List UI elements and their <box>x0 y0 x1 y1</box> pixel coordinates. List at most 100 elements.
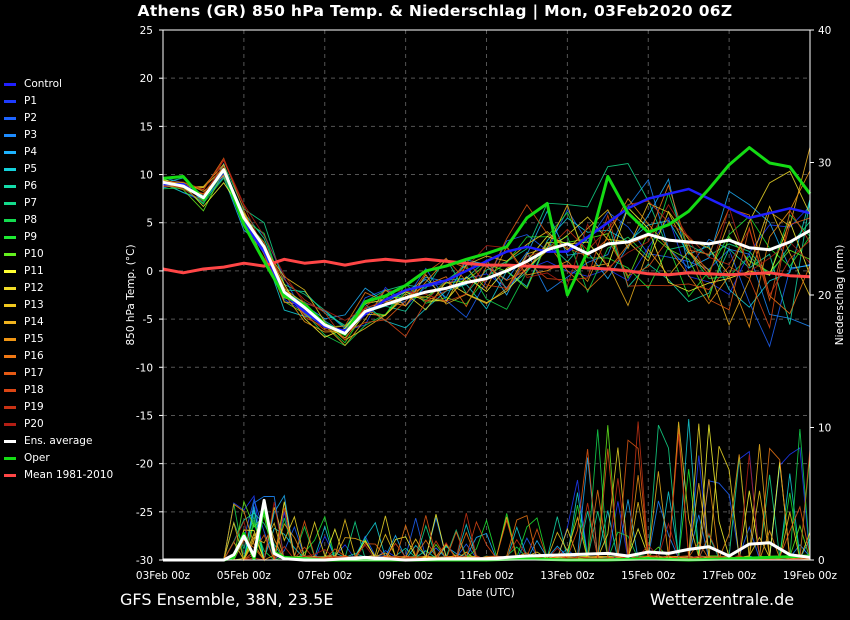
legend-item: P11 <box>4 263 113 280</box>
y-tick-label: -10 <box>136 362 153 374</box>
legend-label: P14 <box>24 316 44 328</box>
y2-tick-label: 0 <box>818 555 825 567</box>
legend-swatch <box>4 457 16 460</box>
legend-label: P8 <box>24 214 38 226</box>
legend-item: P14 <box>4 314 113 331</box>
legend-swatch <box>4 83 16 86</box>
model-info: GFS Ensemble, 38N, 23.5E <box>120 590 334 609</box>
legend-item: P5 <box>4 161 113 178</box>
y2-axis-label: Niederschlag (mm) <box>834 245 846 346</box>
y-tick-label: -15 <box>136 410 153 422</box>
legend-swatch <box>4 185 16 188</box>
legend-swatch <box>4 372 16 375</box>
x-tick-label: 17Feb 00z <box>702 570 757 582</box>
legend-label: P18 <box>24 384 44 396</box>
legend-item: P19 <box>4 399 113 416</box>
y2-tick-label: 20 <box>818 290 831 302</box>
legend-item: P7 <box>4 195 113 212</box>
y-tick-label: 20 <box>140 73 153 85</box>
legend-item: P8 <box>4 212 113 229</box>
legend-item: P6 <box>4 178 113 195</box>
x-tick-label: 15Feb 00z <box>621 570 676 582</box>
legend-item: P1 <box>4 93 113 110</box>
y-tick-label: -5 <box>143 314 153 326</box>
legend-swatch <box>4 304 16 307</box>
legend-swatch <box>4 440 16 443</box>
legend-swatch <box>4 287 16 290</box>
tick-labels: 03Feb 00z 05Feb 00z 07Feb 00z 09Feb 00z 11Fe… <box>136 25 838 582</box>
y2-tick-label: 40 <box>818 25 831 37</box>
y-tick-label: -25 <box>136 507 153 519</box>
legend-label: P6 <box>24 180 38 192</box>
y2-tick-label: 10 <box>818 423 831 435</box>
legend-swatch <box>4 321 16 324</box>
y-tick-label: -20 <box>136 459 153 471</box>
legend-item: P10 <box>4 246 113 263</box>
member-temp-line <box>162 163 811 328</box>
legend-label: Oper <box>24 452 50 464</box>
legend-swatch <box>4 406 16 409</box>
legend-label: P5 <box>24 163 38 175</box>
x-tick-label: 19Feb 00z <box>783 570 838 582</box>
legend-swatch <box>4 202 16 205</box>
legend-label: P17 <box>24 367 44 379</box>
source-credit: Wetterzentrale.de <box>650 590 795 609</box>
legend-label: P13 <box>24 299 44 311</box>
member-temp-line <box>162 165 811 338</box>
y-tick-label: 25 <box>140 25 153 37</box>
x-tick-label: 09Feb 00z <box>379 570 434 582</box>
ens-average-line <box>162 168 811 335</box>
x-tick-label: 13Feb 00z <box>540 570 595 582</box>
legend-label: P15 <box>24 333 44 345</box>
legend-label: P2 <box>24 112 38 124</box>
x-tick-label: 05Feb 00z <box>217 570 272 582</box>
legend-item: P20 <box>4 416 113 433</box>
legend-swatch <box>4 389 16 392</box>
member-temp-line <box>162 157 811 321</box>
legend-item: Mean 1981-2010 <box>4 467 113 484</box>
y-tick-label: 5 <box>146 218 153 230</box>
legend-label: P19 <box>24 401 44 413</box>
legend-label: P4 <box>24 146 38 158</box>
legend-swatch <box>4 474 16 477</box>
legend-item: P9 <box>4 229 113 246</box>
legend-swatch <box>4 100 16 103</box>
member-temp-line <box>162 170 811 331</box>
legend-label: P3 <box>24 129 38 141</box>
legend-item: P2 <box>4 110 113 127</box>
legend-label: Mean 1981-2010 <box>24 469 114 481</box>
legend-swatch <box>4 355 16 358</box>
legend-item: P17 <box>4 365 113 382</box>
legend-item: P4 <box>4 144 113 161</box>
legend-item: P13 <box>4 297 113 314</box>
legend-label: P10 <box>24 248 44 260</box>
y-tick-label: 0 <box>146 266 153 278</box>
legend-item: P12 <box>4 280 113 297</box>
legend-item: P18 <box>4 382 113 399</box>
legend-swatch <box>4 151 16 154</box>
y-tick-label: 15 <box>140 121 153 133</box>
x-axis-label: Date (UTC) <box>457 587 514 599</box>
x-tick-label: 07Feb 00z <box>298 570 353 582</box>
legend-label: P20 <box>24 418 44 430</box>
legend-swatch <box>4 219 16 222</box>
legend-swatch <box>4 270 16 273</box>
legend-label: Ens. average <box>24 435 93 447</box>
y-tick-label: -30 <box>136 555 153 567</box>
legend-label: P9 <box>24 231 38 243</box>
legend-label: P16 <box>24 350 44 362</box>
legend-swatch <box>4 117 16 120</box>
legend-label: P1 <box>24 95 38 107</box>
legend-label: P12 <box>24 282 44 294</box>
legend-swatch <box>4 236 16 239</box>
legend-label: P7 <box>24 197 38 209</box>
x-tick-label: 03Feb 00z <box>136 570 191 582</box>
y-tick-label: 10 <box>140 170 153 182</box>
legend-swatch <box>4 253 16 256</box>
legend-item: P16 <box>4 348 113 365</box>
legend-swatch <box>4 168 16 171</box>
grid <box>163 30 810 560</box>
legend-swatch <box>4 423 16 426</box>
legend-item: P3 <box>4 127 113 144</box>
